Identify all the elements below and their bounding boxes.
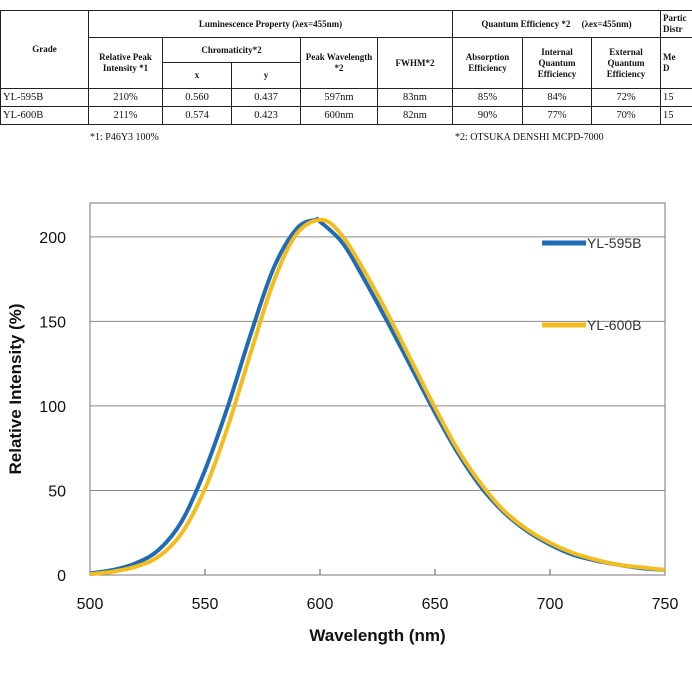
cell-peak-wl: 600nm: [300, 106, 378, 125]
legend-label: YL-600B: [587, 317, 641, 333]
external-qe-header: External Quantum Efficiency: [591, 37, 661, 89]
plot-frame: [89, 202, 666, 576]
grade-header: Grade: [0, 10, 89, 89]
legend-label: YL-595B: [587, 235, 641, 251]
x-tick-label: 750: [652, 596, 679, 613]
table-row: YL-595B 210% 0.560 0.437 597nm 83nm 85% …: [0, 88, 692, 107]
cell-external: 70%: [591, 106, 661, 125]
y-tick-label: 50: [48, 483, 66, 500]
x-tick-label: 650: [422, 596, 449, 613]
fwhm-header: FWHM*2: [377, 37, 453, 89]
x-tick-label: 500: [77, 596, 104, 613]
particle-header-line2: Distr: [663, 24, 683, 34]
cell-median: 15: [660, 106, 692, 125]
particle-header: Partic Distr: [660, 10, 692, 38]
x-tick-label: 600: [307, 596, 334, 613]
series-line-yl-595b: [89, 216, 666, 576]
spec-table-container: Grade Luminescence Property (λex=455nm) …: [0, 10, 692, 125]
spec-table: Grade Luminescence Property (λex=455nm) …: [0, 10, 692, 125]
cell-fwhm: 82nm: [377, 106, 453, 125]
median-header-line1: Me: [663, 52, 676, 62]
x-tick-label: 550: [192, 596, 219, 613]
cell-x: 0.574: [162, 106, 232, 125]
y-tick-label: 150: [39, 314, 66, 331]
internal-qe-header: Internal Quantum Efficiency: [522, 37, 592, 89]
x-axis-label: Wavelength (nm): [309, 626, 445, 645]
y-axis-label: Relative Intensity (%): [6, 304, 25, 475]
series-line-yl-600b: [89, 217, 666, 577]
cell-y: 0.423: [231, 106, 301, 125]
y-tick-label: 0: [57, 568, 66, 585]
x-tick-label: 700: [537, 596, 564, 613]
y-tick-label: 200: [39, 230, 66, 247]
median-header-line2: D: [663, 63, 670, 73]
relative-peak-header: Relative Peak Intensity *1: [88, 37, 163, 89]
median-header: Me D: [660, 37, 692, 89]
footnote-2: *2: OTSUKA DENSHI MCPD-7000: [455, 132, 604, 143]
footnote-1: *1: P46Y3 100%: [90, 132, 159, 143]
y-tick-label: 100: [39, 399, 66, 416]
particle-header-line1: Partic: [663, 13, 687, 23]
table-row: YL-600B 211% 0.574 0.423 600nm 82nm 90% …: [0, 106, 692, 125]
